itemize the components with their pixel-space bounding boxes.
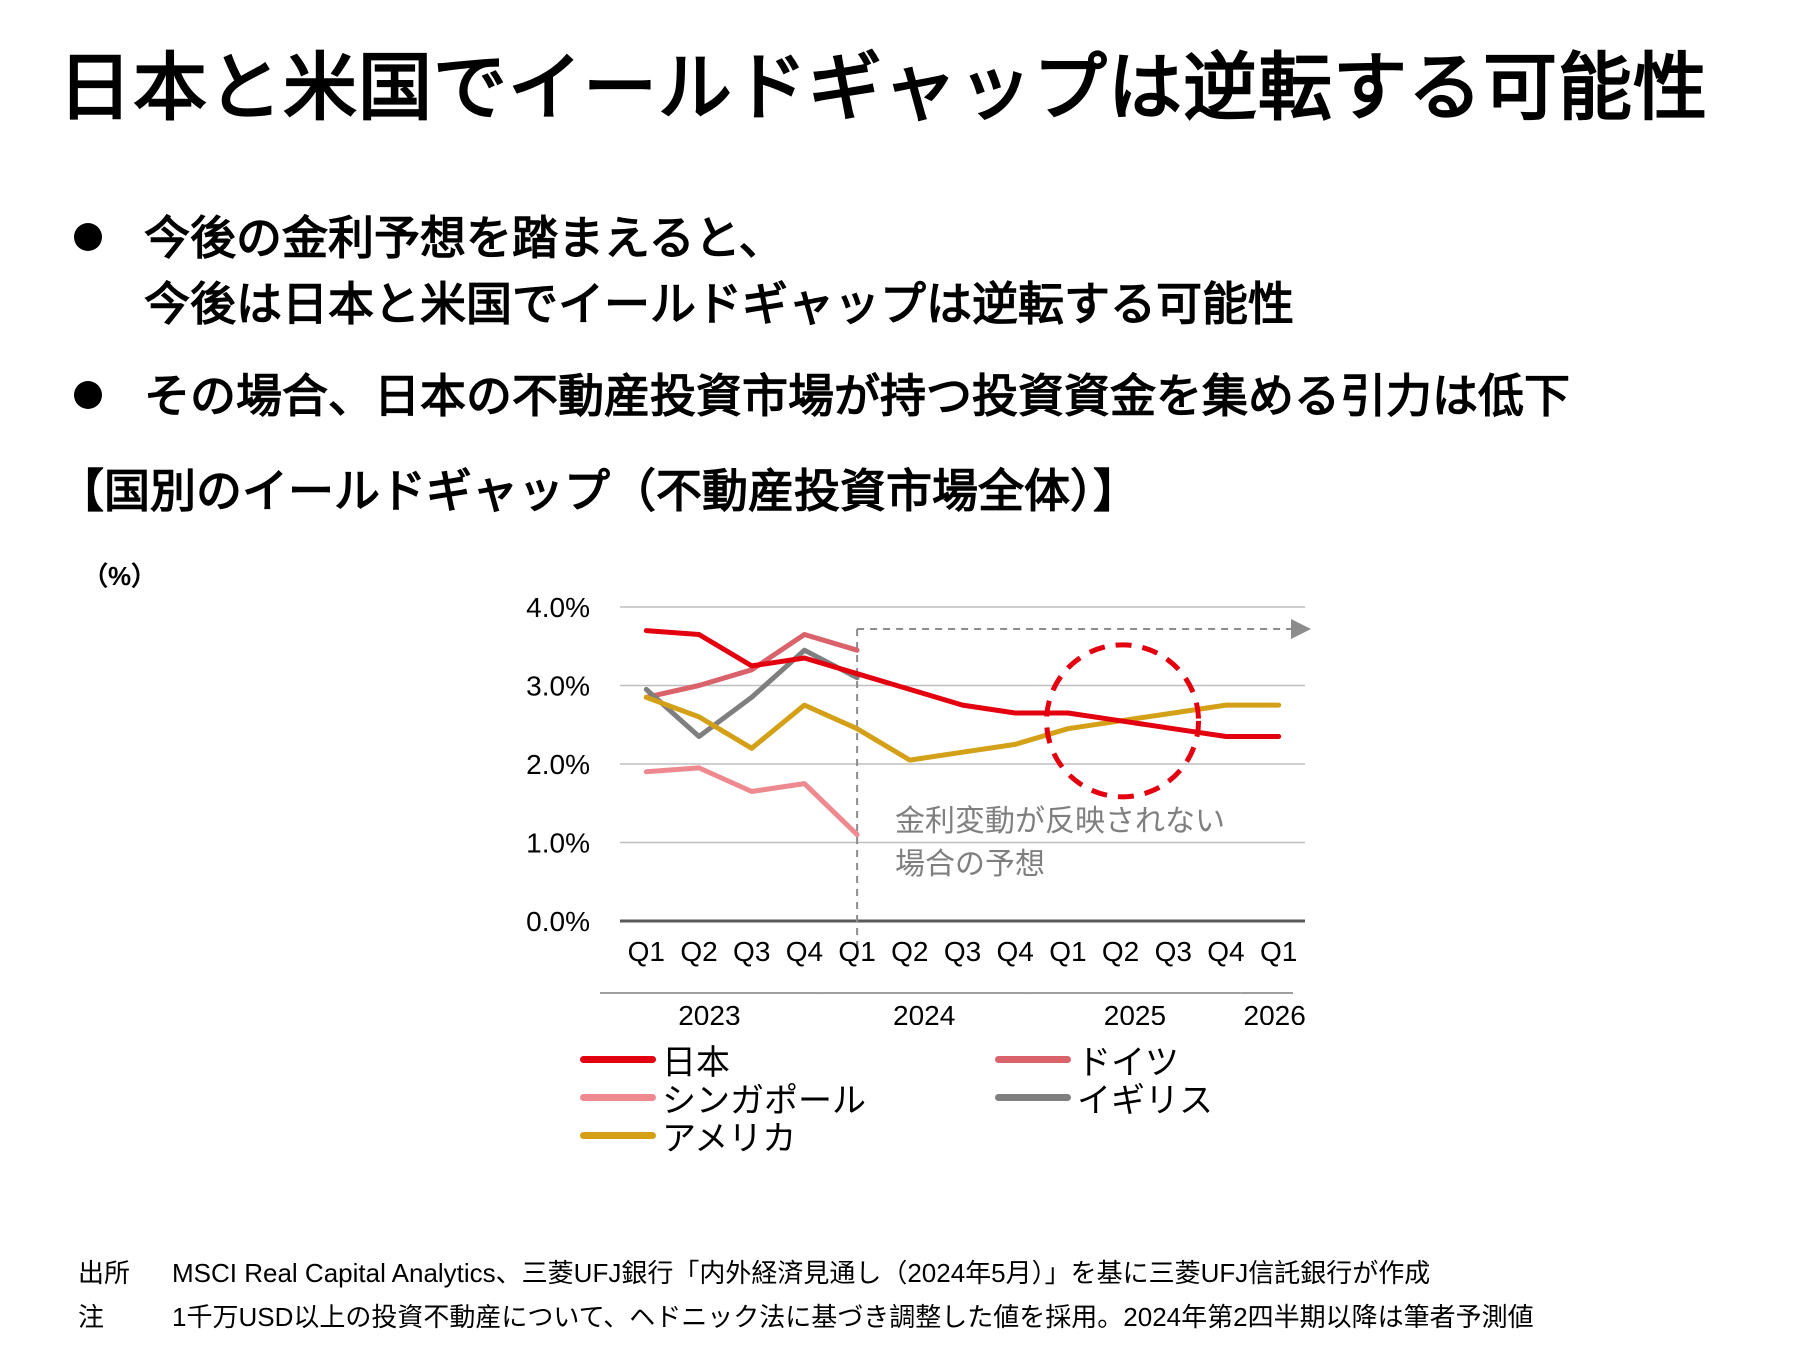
legend-label: シンガポール xyxy=(662,1082,866,1120)
y-tick-label: 3.0% xyxy=(526,671,590,702)
forecast-arrow-head-icon xyxy=(1291,619,1311,639)
legend-swatch xyxy=(995,1094,1071,1101)
x-tick-label: Q4 xyxy=(786,936,823,967)
series-line-singapore xyxy=(643,765,860,838)
bullet-list: 今後の金利予想を踏まえると、 今後は日本と米国でイールドギャップは逆転する可能性… xyxy=(70,205,1570,455)
year-label: 2026 xyxy=(1244,1000,1306,1025)
year-label: 2023 xyxy=(678,1000,740,1025)
legend-swatch xyxy=(580,1094,656,1101)
note-text: 1千万USD以上の投資不動産について、ヘドニック法に基づき調整した値を採用。20… xyxy=(172,1302,1534,1332)
source-label: 出所 xyxy=(78,1258,131,1288)
bullet-2-text: その場合、日本の不動産投資市場が持つ投資資金を集める引力は低下 xyxy=(144,370,1570,422)
x-tick-labels: Q1 Q2 Q3 Q4 Q1 Q2 Q3 Q4 Q1 Q2 Q3 Q4 Q1 xyxy=(628,936,1298,967)
chart-title: 【国別のイールドギャップ（不動産投資市場全体）】 xyxy=(58,465,1139,517)
forecast-annotation-line-2: 場合の予想 xyxy=(895,848,1045,881)
x-tick-label: Q1 xyxy=(628,936,665,967)
legend-label: アメリカ xyxy=(662,1120,797,1158)
bullet-1-line-1: 今後の金利予想を踏まえると、 xyxy=(144,212,785,264)
series-lines xyxy=(643,628,1282,838)
footnote: 注 1千万USD以上の投資不動産について、ヘドニック法に基づき調整した値を採用。2… xyxy=(78,1297,1534,1334)
forecast-annotation-line-1: 金利変動が反映されない xyxy=(895,805,1225,838)
forecast-indicator xyxy=(856,619,1311,957)
y-tick-label: 0.0% xyxy=(526,906,590,937)
source-note: 出所 MSCI Real Capital Analytics、三菱UFJ銀行「内外… xyxy=(78,1253,1430,1290)
legend-label: イギリス xyxy=(1077,1082,1213,1120)
bullet-item: その場合、日本の不動産投資市場が持つ投資資金を集める引力は低下 xyxy=(70,363,1570,429)
y-tick-labels: 0.0% 1.0% 2.0% 3.0% 4.0% xyxy=(526,592,590,937)
y-tick-label: 4.0% xyxy=(526,592,590,623)
page-title: 日本と米国でイールドギャップは逆転する可能性 xyxy=(58,46,1708,129)
highlight-circle-icon xyxy=(1044,642,1202,800)
series-line-germany xyxy=(643,632,860,700)
bullet-item: 今後の金利予想を踏まえると、 今後は日本と米国でイールドギャップは逆転する可能性 xyxy=(70,205,1570,337)
legend-swatch xyxy=(995,1056,1071,1063)
crossover-circle xyxy=(1044,642,1202,800)
x-tick-label: Q1 xyxy=(1049,936,1086,967)
series-line-uk xyxy=(643,647,860,739)
yield-gap-chart: 0.0%1.0%2.0%3.0%4.0% Q1 Q2 Q3 Q4 Q1 Q2 Q3 Q4 Q1 Q… xyxy=(526,592,1311,1025)
legend-item-usa: アメリカ xyxy=(580,1111,796,1160)
legend-label: ドイツ xyxy=(1077,1044,1179,1082)
bullet-dot-icon xyxy=(74,223,102,251)
year-label: 2025 xyxy=(1104,1000,1166,1025)
year-label: 2024 xyxy=(893,1000,955,1025)
x-tick-label: Q2 xyxy=(891,936,928,967)
x-tick-label: Q2 xyxy=(680,936,717,967)
series-line-japan xyxy=(643,628,1282,739)
x-tick-label: Q3 xyxy=(1155,936,1192,967)
y-tick-label: 2.0% xyxy=(526,749,590,780)
legend-label: 日本 xyxy=(662,1044,730,1082)
series-line-usa xyxy=(643,694,1282,763)
x-tick-label: Q4 xyxy=(1207,936,1244,967)
legend-item-germany: ドイツ xyxy=(995,1035,1179,1084)
y-tick-label: 1.0% xyxy=(526,828,590,859)
x-tick-label: Q1 xyxy=(1260,936,1297,967)
x-tick-label: Q3 xyxy=(944,936,981,967)
x-tick-label: Q3 xyxy=(733,936,770,967)
legend-swatch xyxy=(580,1132,656,1139)
bullet-1-line-2: 今後は日本と米国でイールドギャップは逆転する可能性 xyxy=(144,278,1294,330)
legend-swatch xyxy=(580,1056,656,1063)
legend-item-singapore: シンガポール xyxy=(580,1073,866,1122)
chart-legend: 日本 ドイツ シンガポール イギリス アメリカ xyxy=(580,1035,1260,1158)
x-tick-label: Q4 xyxy=(997,936,1034,967)
legend-item-japan: 日本 xyxy=(580,1035,730,1084)
x-tick-label: Q2 xyxy=(1102,936,1139,967)
grid-lines xyxy=(620,606,1305,923)
unit-label: （%） xyxy=(82,561,158,591)
note-label: 注 xyxy=(78,1302,105,1332)
bullet-dot-icon xyxy=(74,381,102,409)
legend-item-uk: イギリス xyxy=(995,1073,1213,1122)
source-text: MSCI Real Capital Analytics、三菱UFJ銀行「内外経済… xyxy=(172,1258,1431,1288)
year-labels: 2023 2024 2025 2026 xyxy=(600,992,1306,1025)
x-tick-label: Q1 xyxy=(838,936,875,967)
